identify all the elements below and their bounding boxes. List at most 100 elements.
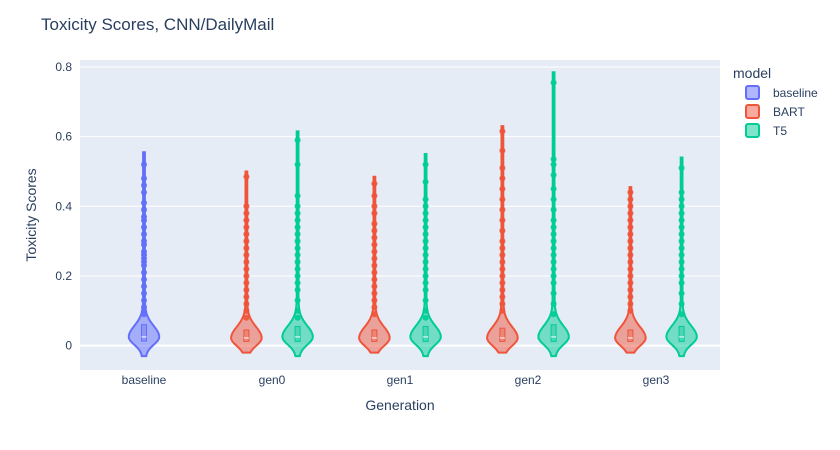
outlier-point bbox=[678, 203, 685, 210]
outlier-point bbox=[141, 161, 147, 168]
outlier-point bbox=[499, 279, 506, 286]
outlier-point bbox=[678, 265, 685, 272]
outlier-point bbox=[422, 259, 429, 266]
outlier-point bbox=[141, 175, 147, 182]
outlier-point bbox=[141, 311, 147, 318]
outlier-point bbox=[422, 231, 429, 238]
x-tick-label: gen1 bbox=[387, 373, 414, 387]
outlier-point bbox=[294, 231, 301, 238]
legend-label: baseline bbox=[773, 86, 818, 100]
outlier-point bbox=[627, 224, 634, 231]
outlier-point bbox=[550, 224, 557, 231]
outlier-point bbox=[294, 161, 301, 168]
outlier-point bbox=[141, 297, 147, 304]
outlier-point bbox=[141, 241, 147, 248]
outlier-point bbox=[371, 276, 378, 283]
y-tick-label: 0.8 bbox=[55, 60, 72, 74]
outlier-point bbox=[678, 196, 685, 203]
outlier-point bbox=[550, 300, 557, 307]
outlier-point bbox=[294, 297, 301, 304]
outlier-point bbox=[627, 231, 634, 238]
outlier-point bbox=[627, 196, 634, 203]
outlier-point bbox=[422, 217, 429, 224]
outlier-point bbox=[141, 290, 147, 297]
violin-box bbox=[371, 329, 378, 342]
outlier-point bbox=[499, 175, 506, 182]
y-axis-title: Toxicity Scores bbox=[23, 168, 39, 261]
outlier-point bbox=[371, 180, 378, 187]
legend-item-baseline[interactable]: baseline bbox=[745, 85, 818, 100]
outlier-point bbox=[294, 192, 301, 199]
outlier-point bbox=[243, 293, 250, 300]
outlier-point bbox=[422, 265, 429, 272]
outlier-point bbox=[550, 238, 557, 245]
outlier-point bbox=[499, 293, 506, 300]
outlier-point bbox=[678, 252, 685, 259]
outlier-point bbox=[243, 224, 250, 231]
outlier-point bbox=[499, 265, 506, 272]
outlier-point bbox=[627, 238, 634, 245]
outlier-point bbox=[294, 245, 301, 252]
legend[interactable]: model baseline BART T5 bbox=[733, 65, 818, 138]
legend-swatch bbox=[745, 123, 760, 138]
outlier-point bbox=[141, 231, 147, 238]
outlier-point bbox=[371, 262, 378, 269]
violin-traces bbox=[127, 71, 698, 358]
outlier-point bbox=[371, 283, 378, 290]
legend-item-T5[interactable]: T5 bbox=[745, 123, 787, 138]
y-tick-label: 0.4 bbox=[55, 199, 72, 213]
outlier-point bbox=[550, 279, 557, 286]
y-axis-ticks: 0 0.2 0.4 0.6 0.8 bbox=[55, 60, 72, 353]
outlier-point bbox=[243, 238, 250, 245]
outlier-point bbox=[243, 217, 250, 224]
outlier-point bbox=[499, 238, 506, 245]
outlier-point bbox=[678, 189, 685, 196]
outlier-point bbox=[371, 241, 378, 248]
legend-title: model bbox=[733, 65, 771, 81]
outlier-point bbox=[294, 279, 301, 286]
outlier-point bbox=[294, 286, 301, 293]
outlier-point bbox=[499, 128, 506, 135]
legend-swatch bbox=[745, 104, 760, 119]
y-tick-label: 0 bbox=[65, 339, 72, 353]
outlier-point bbox=[678, 290, 685, 297]
legend-item-BART[interactable]: BART bbox=[745, 104, 805, 119]
x-tick-label: baseline bbox=[122, 373, 167, 387]
outlier-point bbox=[422, 279, 429, 286]
outlier-point bbox=[243, 210, 250, 217]
outlier-point bbox=[422, 224, 429, 231]
outlier-point bbox=[371, 311, 378, 318]
outlier-point bbox=[141, 269, 147, 276]
outlier-point bbox=[371, 210, 378, 217]
violin-box bbox=[627, 329, 634, 342]
violin-box bbox=[678, 325, 685, 342]
outlier-point bbox=[550, 265, 557, 272]
violin-box bbox=[294, 325, 301, 342]
outlier-point bbox=[627, 286, 634, 293]
outlier-point bbox=[678, 210, 685, 217]
outlier-point bbox=[294, 307, 301, 314]
outlier-point bbox=[499, 227, 506, 234]
outlier-point bbox=[550, 185, 557, 192]
outlier-point bbox=[371, 269, 378, 276]
outlier-point bbox=[627, 272, 634, 279]
outlier-point bbox=[371, 304, 378, 311]
violin-box bbox=[141, 324, 147, 342]
outlier-point bbox=[141, 262, 147, 269]
outlier-point bbox=[141, 206, 147, 213]
outlier-point bbox=[627, 252, 634, 259]
outlier-point bbox=[550, 171, 557, 178]
violin-box bbox=[550, 324, 557, 342]
outlier-point bbox=[141, 199, 147, 206]
outlier-point bbox=[678, 224, 685, 231]
violin-T5-gen2 bbox=[537, 71, 570, 358]
outlier-point bbox=[550, 290, 557, 297]
outlier-point bbox=[294, 210, 301, 217]
outlier-point bbox=[371, 227, 378, 234]
outlier-point bbox=[499, 164, 506, 171]
violin-T5-gen3 bbox=[665, 156, 698, 358]
outlier-point bbox=[371, 248, 378, 255]
outlier-point bbox=[243, 203, 250, 210]
outlier-point bbox=[141, 224, 147, 231]
